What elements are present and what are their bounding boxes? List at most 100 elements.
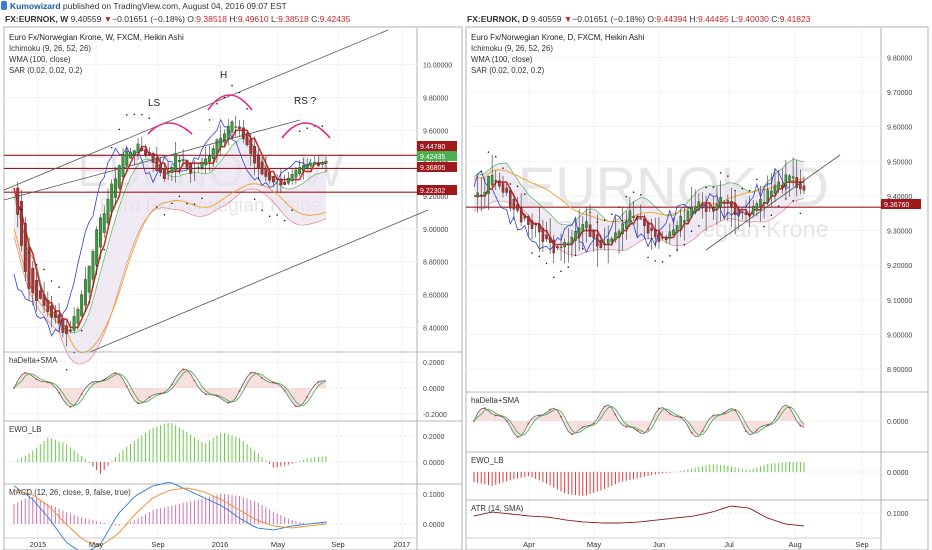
candle-body [260,161,264,175]
sar-dot [261,209,263,212]
symbol-quote-line: FX:EURNOK, D 9.40559 ▼−0.01651 (−0.18%) … [467,14,811,24]
sar-dot [792,200,794,202]
sar-dot [171,202,173,205]
price-label-text: 9.42435 [420,154,445,161]
hadelta-marker [516,436,519,438]
candle-body [174,153,178,171]
sar-dot [110,146,113,149]
candle-body [509,190,512,209]
sar-dot [603,219,606,222]
candle-body [283,181,287,185]
candle-body [166,171,170,174]
candle-body [324,160,328,164]
weekly-chart[interactable]: FX:EURNOK, W 9.40559 ▼−0.01651 (−0.18%) … [3,14,463,550]
publish-header: Kumowizard published on TradingView.com,… [0,0,932,12]
sar-dot [50,280,53,282]
candle-body [617,231,621,237]
ohlc-value-h: 9.49610 [238,14,271,24]
pane-tick-label: 0.0000 [887,419,909,426]
sar-dot [705,186,707,189]
sar-dot [95,264,98,267]
candle-body [588,224,592,237]
chart-title: Euro Fx/Norwegian Krone, W, FXCM, Heikin… [9,33,184,42]
candle-body [189,163,193,174]
ohlc-value-l: 9.38518 [278,14,311,24]
candle-body [530,220,534,229]
last-price: 9.40559 [71,14,104,24]
sar-dot [698,225,700,227]
hadelta-marker [549,408,552,411]
pane-tick-label: 0.1000 [887,511,909,518]
candle-body [777,181,780,190]
sar-dot [88,301,90,303]
chikou-span-line [473,167,790,254]
author-name[interactable]: Kumowizard [10,1,61,11]
sar-dot [661,261,664,263]
daily-chart[interactable]: FX:EURNOK, D 9.40559 ▼−0.01651 (−0.18%) … [465,14,929,550]
sar-dot [727,175,729,177]
candle-body [748,213,751,216]
candle-body [208,155,211,162]
trend-channel-line [3,29,389,191]
candle-body [770,190,773,197]
candle-body [755,203,759,211]
candle-body [249,138,253,154]
pane-title: MACD (12, 26, close, 9, false, true) [9,488,131,497]
last-price: 9.40559 [531,14,564,24]
candle-body [635,216,639,220]
candle-body [192,167,196,169]
hadelta-marker [24,371,27,374]
candle-body [614,232,617,241]
symbol-quote-line: FX:EURNOK, W 9.40559 ▼−0.01651 (−0.18%) … [5,14,351,24]
sar-dot [178,195,181,198]
pane-title: EWO_LB [9,425,42,434]
candle-body [80,294,84,317]
hadelta-marker [788,406,791,409]
candle-body [162,168,166,179]
candle-body [200,162,204,169]
down-arrow-icon: ▼ [564,14,572,24]
pane-tick-label: 0.0000 [423,460,445,467]
price-tick-label: 9.10000 [887,298,912,305]
candle-body [498,180,501,187]
hadelta-marker [581,426,584,429]
candle-body [664,237,668,241]
sar-dot [683,243,686,246]
ohlc-key-l: L: [271,14,278,24]
hadelta-marker [261,377,263,379]
candle-body [275,178,279,180]
candle-body [23,223,27,272]
symbol-label[interactable]: FX:EURNOK, W [5,14,71,24]
candle-body [599,240,603,248]
tradingview-logo-icon [1,1,7,10]
hadelta-marker [216,395,218,397]
candle-body [799,182,802,190]
sar-dot [208,119,211,121]
chart-title: Euro Fx/Norwegian Krone, D, FXCM, Heikin… [471,33,645,42]
hadelta-marker [35,378,38,381]
candle-body [570,237,574,244]
time-tick-label: 2016 [212,540,229,549]
candle-body [91,250,95,280]
symbol-label[interactable]: FX:EURNOK, D [467,14,531,24]
price-tick-label: 9.80000 [423,95,448,102]
sar-dot [611,213,613,216]
sar-dot [741,187,744,190]
pane-title: haDelta+SMA [471,396,520,405]
hadelta-marker [58,391,61,394]
chikou-span-line [13,118,312,337]
trend-channel-line [89,209,429,353]
candle-body [646,222,650,234]
candle-body [83,279,87,306]
time-tick-label: Sep [331,540,344,549]
pane-title: EWO_LB [471,456,504,465]
indicator-legend: SAR (0.02, 0.02, 0.2) [471,66,545,75]
candle-body [268,172,272,181]
candle-body [132,150,136,156]
indicator-legend: Ichimoku (9, 26, 52, 26) [471,44,553,53]
ohlc-value-o: 9.44394 [656,14,689,24]
hadelta-marker [745,430,747,433]
hadelta-marker [538,414,541,417]
hadelta-marker [777,411,780,414]
